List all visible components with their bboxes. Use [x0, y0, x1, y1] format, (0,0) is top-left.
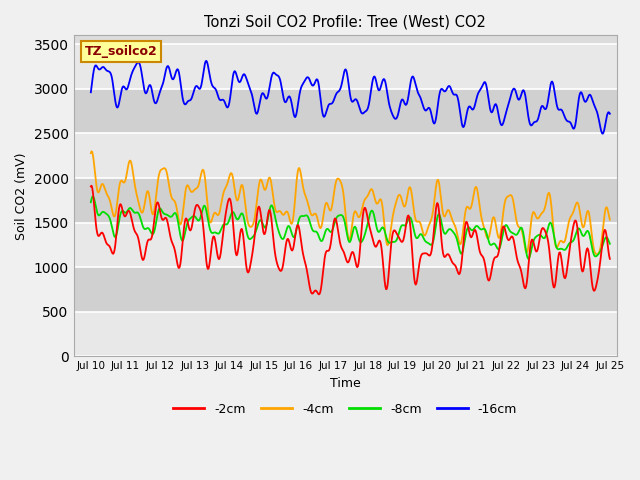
- Bar: [74, 223, 617, 267]
- Bar: [74, 89, 617, 133]
- Title: Tonzi Soil CO2 Profile: Tree (West) CO2: Tonzi Soil CO2 Profile: Tree (West) CO2: [204, 15, 486, 30]
- X-axis label: Time: Time: [330, 377, 360, 390]
- Text: TZ_soilco2: TZ_soilco2: [84, 45, 157, 58]
- Bar: [74, 133, 617, 178]
- Bar: [74, 44, 617, 89]
- Bar: [74, 267, 617, 312]
- Y-axis label: Soil CO2 (mV): Soil CO2 (mV): [15, 152, 28, 240]
- Bar: [74, 312, 617, 356]
- Bar: [74, 178, 617, 223]
- Legend: -2cm, -4cm, -8cm, -16cm: -2cm, -4cm, -8cm, -16cm: [168, 398, 522, 420]
